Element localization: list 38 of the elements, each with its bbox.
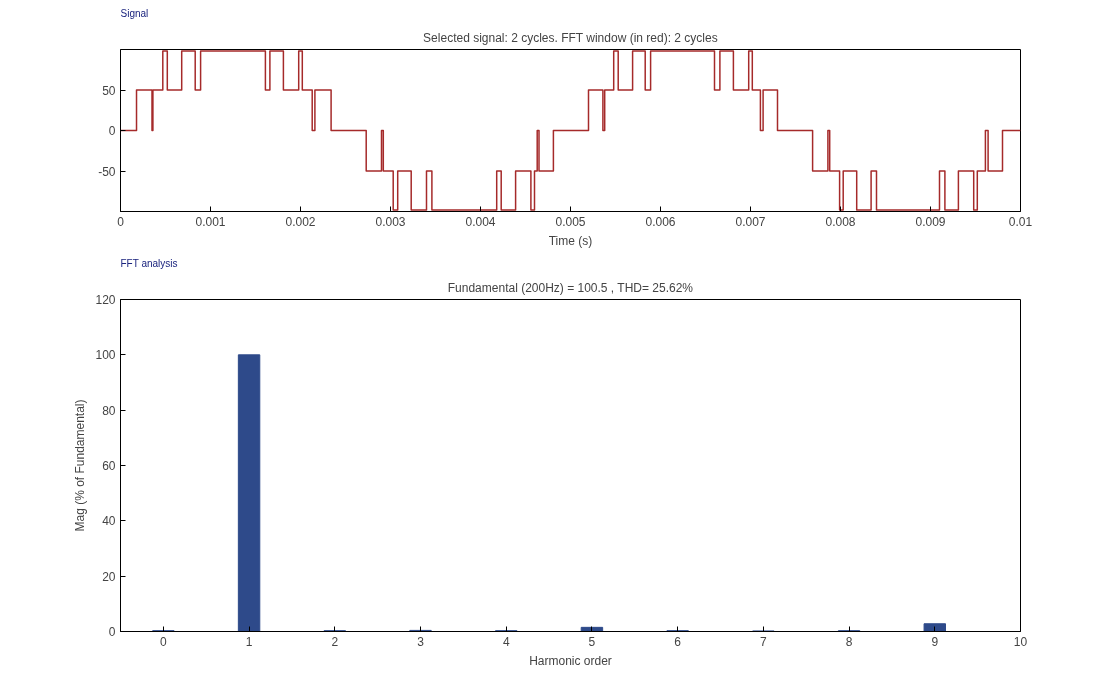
x-tick-label: 4 — [502, 634, 510, 649]
chart-title: Selected signal: 2 cycles. FFT window (in red): 2 cycles — [423, 30, 718, 45]
y-tick-label: 80 — [102, 403, 116, 418]
x-tick-label: 0.009 — [915, 214, 946, 229]
x-tick-label: 6 — [674, 634, 682, 649]
y-tick-label: 0 — [108, 625, 116, 639]
y-tick-label: 20 — [102, 569, 116, 584]
x-tick-label: 0.005 — [555, 214, 586, 229]
x-tick-label: 3 — [417, 634, 425, 649]
x-tick-label: 8 — [845, 634, 853, 649]
x-tick-label: 0.007 — [735, 214, 766, 229]
x-tick-label: 2 — [331, 634, 339, 649]
x-tick-label: 0.001 — [195, 214, 226, 229]
y-tick-label: 120 — [95, 293, 116, 307]
x-tick-label: 9 — [931, 634, 939, 649]
x-tick-label: 10 — [1013, 634, 1028, 649]
x-tick-label: 0.008 — [825, 214, 856, 229]
x-tick-label: 0 — [160, 634, 168, 649]
x-tick-label: 7 — [760, 634, 768, 649]
y-axis-title: Mag (% of Fundamental) — [73, 399, 88, 532]
y-tick-label: 40 — [102, 514, 116, 529]
x-tick-label: 5 — [588, 634, 596, 649]
y-tick-label: -50 — [98, 164, 116, 179]
text: Signal — [120, 7, 149, 19]
x-tick-label: 0.002 — [285, 214, 316, 229]
y-tick-label: 0 — [108, 124, 116, 138]
chart-title: Fundamental (200Hz) = 100.5 , THD= 25.62% — [447, 280, 694, 295]
x-axis-title: Harmonic order — [529, 653, 612, 668]
x-tick-label: 0.006 — [645, 214, 676, 229]
text: FFT analysis — [120, 257, 178, 269]
x-tick-label: 1 — [245, 634, 253, 649]
x-tick-label: 0.004 — [465, 214, 496, 229]
x-tick-label: 0.003 — [375, 214, 406, 229]
x-tick-label: 0.01 — [1008, 214, 1033, 229]
y-tick-label: 100 — [95, 348, 116, 363]
y-tick-label: 60 — [102, 459, 116, 473]
y-tick-label: 50 — [102, 83, 116, 98]
x-axis-title: Time (s) — [548, 233, 593, 248]
